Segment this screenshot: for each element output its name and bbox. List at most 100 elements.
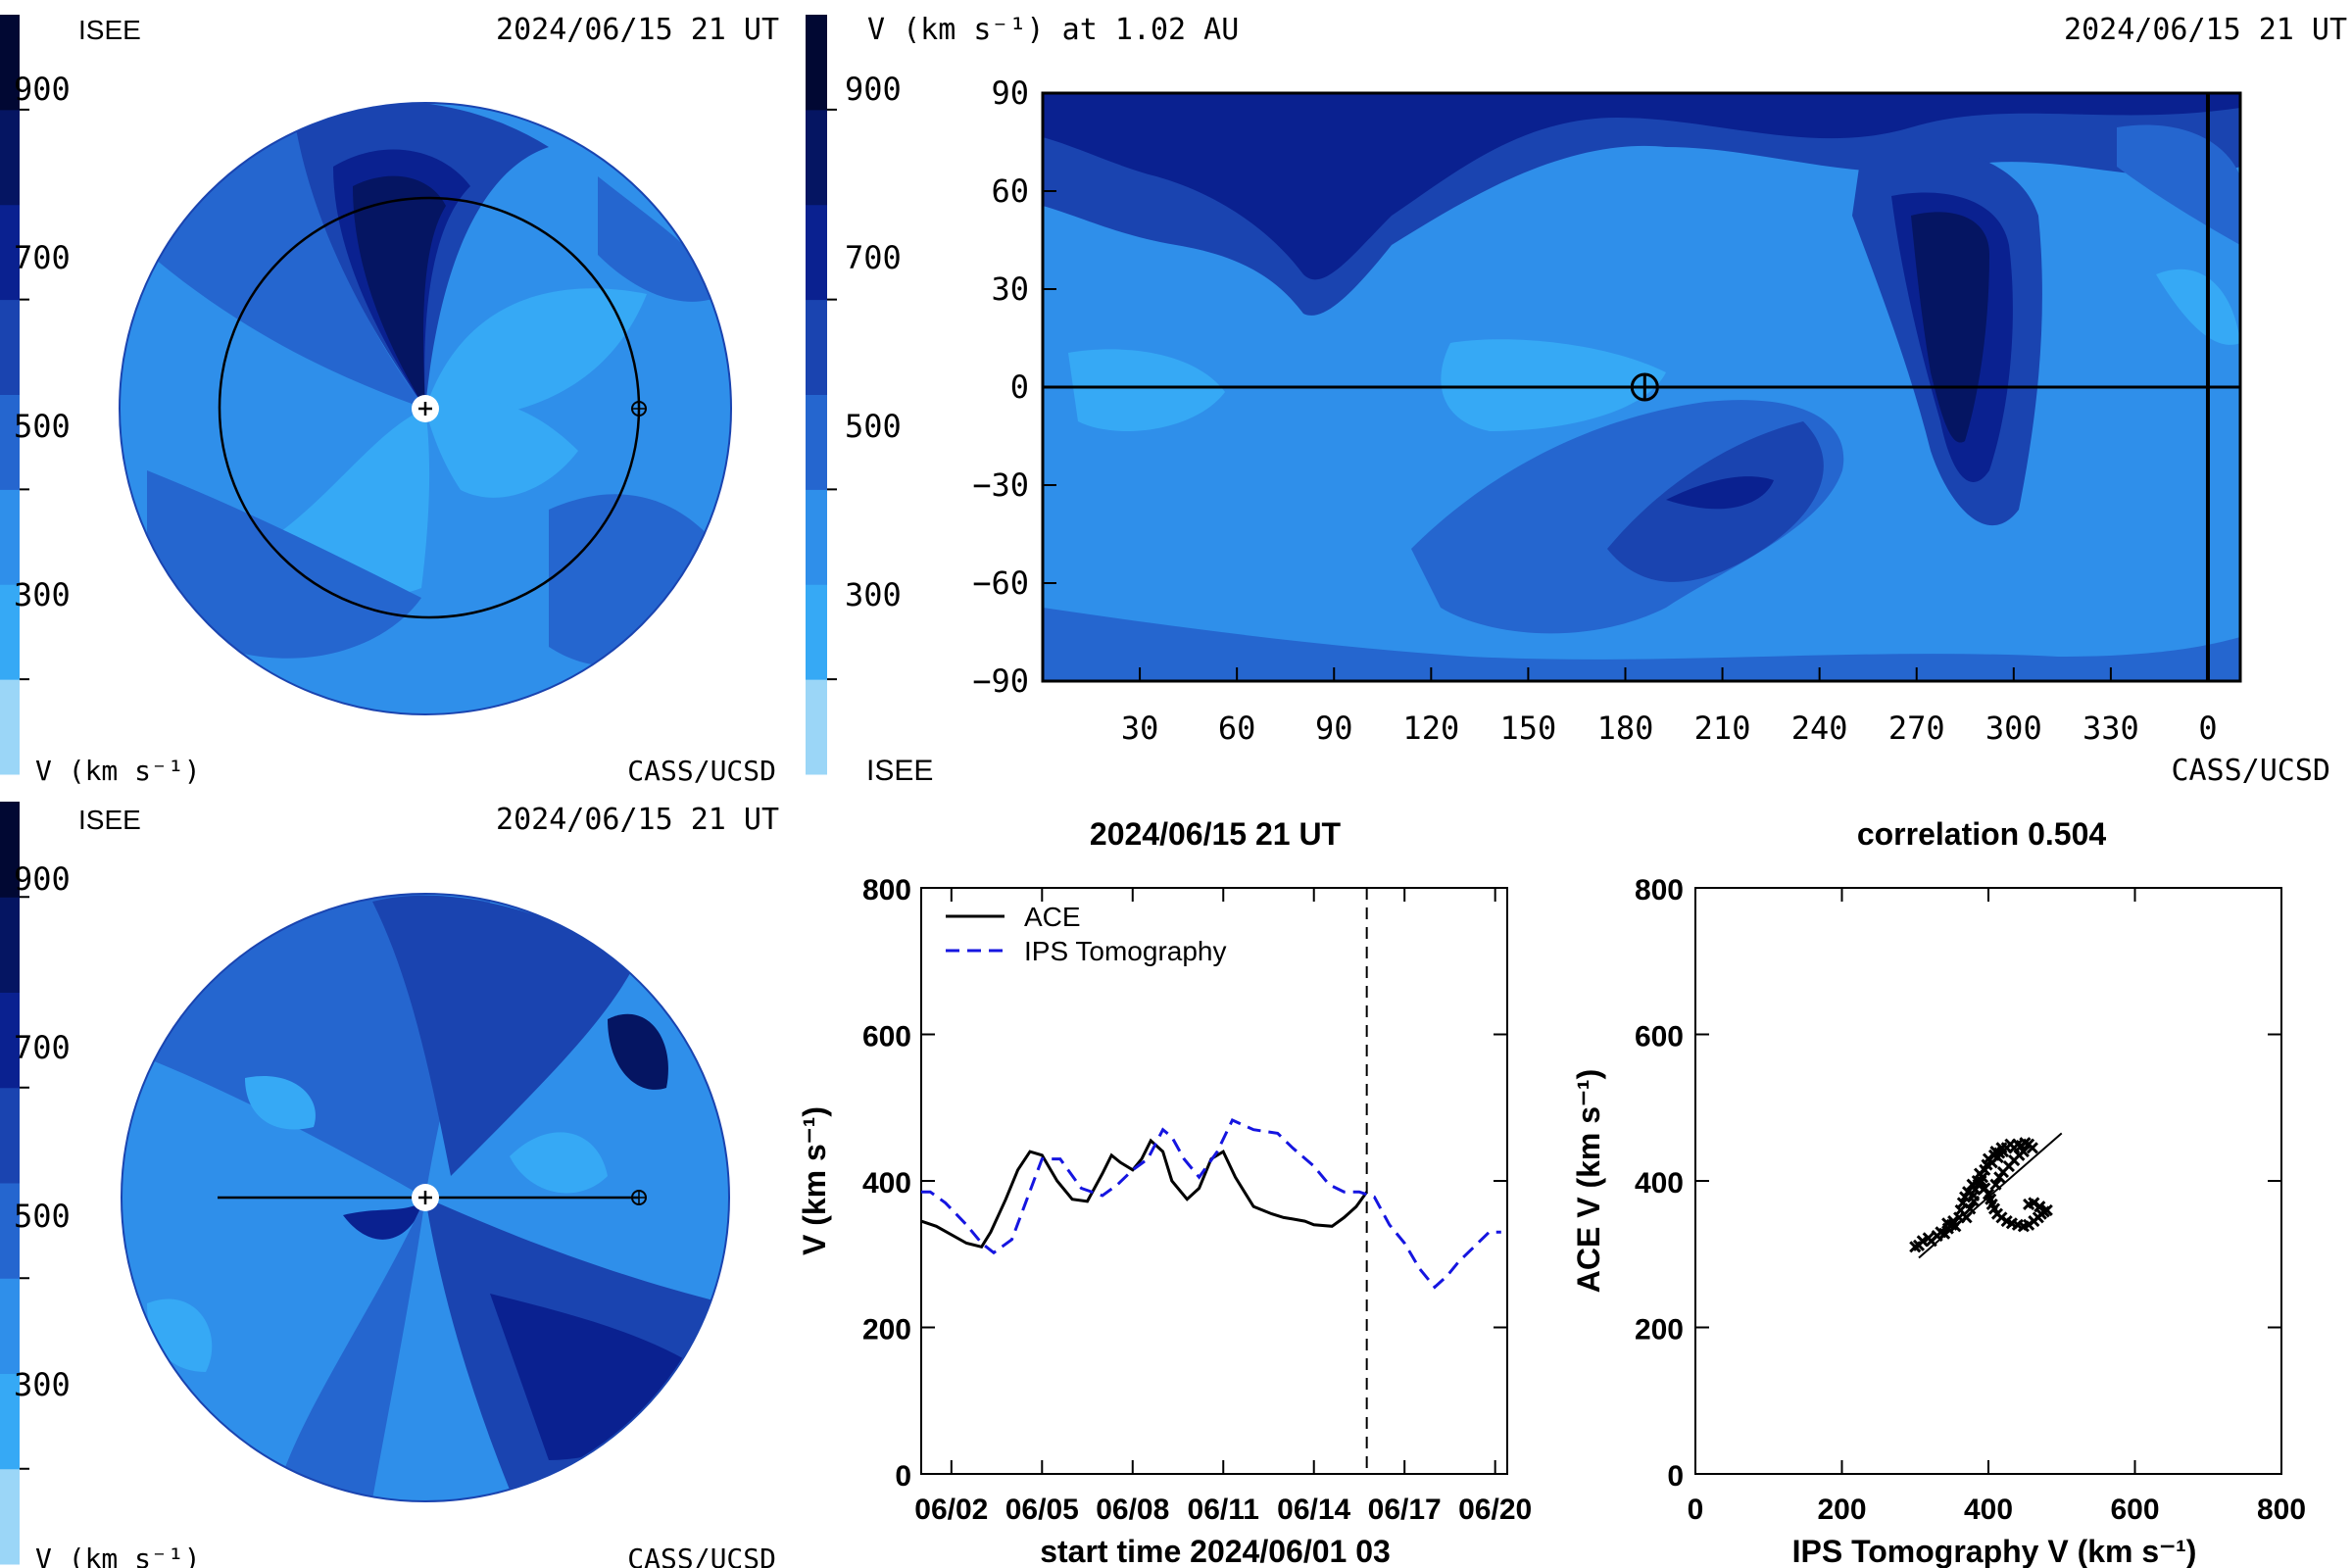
colorbar-band xyxy=(806,299,827,395)
synoptic-org-right: CASS/UCSD xyxy=(2171,754,2330,788)
timeseries-x-label: start time 2024/06/01 03 xyxy=(1040,1534,1391,1568)
equatorial-velocity-map xyxy=(119,102,732,715)
synoptic-timestamp: 2024/06/15 21 UT xyxy=(2064,13,2347,47)
scatter-x-tick-label: 0 xyxy=(1688,1494,1704,1526)
synoptic-org-left: ISEE xyxy=(866,755,933,787)
synoptic-region-south-faster xyxy=(1666,476,1774,510)
equatorial-scale-labels: 900 700 500 300 xyxy=(14,71,71,613)
scatter-x-label: IPS Tomography V (km s⁻¹) xyxy=(1792,1534,2197,1568)
synoptic-region-south-pole xyxy=(1043,608,2240,681)
colorbar-band xyxy=(806,584,827,680)
synoptic-region-north-faster xyxy=(1043,93,2240,280)
scatter-x-tick-label: 400 xyxy=(1964,1494,2013,1526)
meridional-map-rim xyxy=(121,893,730,1502)
colorbar-band xyxy=(0,489,20,585)
timeseries-y-tick-label: 600 xyxy=(862,1021,911,1054)
latitude-tick-label: −90 xyxy=(972,662,1029,700)
equatorial-scale-900: 900 xyxy=(14,71,71,108)
scatter-point xyxy=(2023,1198,2035,1210)
synoptic-longitude-axis: 30 60 90 120 150 180 210 240 270 300 330 0 xyxy=(1121,667,2218,747)
longitude-tick-label: 180 xyxy=(1597,710,1654,747)
colorbar-band xyxy=(0,1183,20,1279)
equatorial-org-right: CASS/UCSD xyxy=(627,755,776,787)
equatorial-region-mid-2 xyxy=(549,494,731,666)
equatorial-region-slow-2 xyxy=(425,399,578,498)
timeseries-x-tick-label: 06/17 xyxy=(1368,1494,1442,1526)
timeseries-x-tick-label: 06/05 xyxy=(1005,1494,1079,1526)
equatorial-org-left: ISEE xyxy=(78,15,141,45)
equatorial-region-mid-3 xyxy=(598,176,725,302)
scatter-point xyxy=(2026,1142,2038,1154)
synoptic-scale-700: 700 xyxy=(845,239,902,276)
synoptic-scale-labels: 900 700 500 300 xyxy=(845,71,902,613)
equatorial-region-fast-4 xyxy=(353,175,446,409)
latitude-tick-label: 90 xyxy=(991,74,1029,112)
colorbar-band xyxy=(0,15,20,111)
legend-ace-label: ACE xyxy=(1024,902,1081,932)
timeseries-y-tick-label: 400 xyxy=(862,1167,911,1200)
synoptic-scale-500: 500 xyxy=(845,408,902,445)
meridional-scale-900: 900 xyxy=(14,860,71,898)
colorbar-band xyxy=(806,109,827,206)
synoptic-scale-300: 300 xyxy=(845,576,902,613)
longitude-tick-label: 60 xyxy=(1218,710,1256,747)
ace-series-line xyxy=(920,1138,1368,1250)
scatter-fit-line xyxy=(1918,1132,2063,1259)
colorbar-band xyxy=(806,679,827,775)
scatter-x-axis: 0 200 400 600 800 xyxy=(1688,1494,2306,1526)
scatter-chart: correlation 0.504 0 200 400 600 800 0 200 400 6… xyxy=(1571,816,2306,1568)
synoptic-earth-marker xyxy=(1630,372,1659,402)
timeseries-title: 2024/06/15 21 UT xyxy=(1090,816,1342,852)
synoptic-region-slow-3 xyxy=(2156,269,2240,345)
colorbar-band xyxy=(0,109,20,206)
meridional-region-fast-5 xyxy=(343,1198,425,1240)
scatter-point xyxy=(2017,1146,2030,1158)
longitude-tick-label: 90 xyxy=(1315,710,1353,747)
timeseries-frame xyxy=(920,887,1508,1475)
equatorial-region-mid-1 xyxy=(147,470,421,659)
timeseries-legend: ACE IPS Tomography xyxy=(946,902,1227,966)
scatter-y-tick-label: 0 xyxy=(1667,1460,1684,1493)
longitude-tick-label: 0 xyxy=(2198,710,2217,747)
meridional-colorbar xyxy=(0,802,29,1565)
longitude-tick-label: 150 xyxy=(1500,710,1557,747)
scatter-point xyxy=(1941,1217,1954,1230)
timeseries-x-tick-label: 06/20 xyxy=(1458,1494,1532,1526)
scatter-point xyxy=(1972,1178,1984,1191)
ips-series-line xyxy=(921,1118,1501,1290)
synoptic-region-slow-1 xyxy=(1441,339,1666,431)
scatter-frame xyxy=(1694,887,2282,1475)
meridional-scale-700: 700 xyxy=(14,1029,71,1066)
equatorial-scale-700: 700 xyxy=(14,239,71,276)
timeseries-x-tick-label: 06/14 xyxy=(1277,1494,1350,1526)
scatter-y-label: ACE V (km s⁻¹) xyxy=(1571,1069,1606,1293)
colorbar-band xyxy=(0,584,20,680)
scatter-ticks xyxy=(1694,887,2282,1475)
synoptic-latitude-axis: 90 60 30 0 −30 −60 −90 xyxy=(972,74,1056,700)
colorbar-band xyxy=(0,1468,20,1565)
colorbar-band xyxy=(0,679,20,775)
meridional-region-mid-2 xyxy=(284,1198,425,1499)
earth-cross-icon xyxy=(632,402,646,416)
equatorial-map-rim xyxy=(119,102,732,715)
latitude-tick-label: 60 xyxy=(991,172,1029,210)
colorbar-band xyxy=(806,204,827,301)
equatorial-timestamp: 2024/06/15 21 UT xyxy=(496,13,779,47)
synoptic-colorbar xyxy=(806,15,837,775)
meridional-unit-label: V (km s⁻¹) xyxy=(35,1543,201,1568)
scatter-y-tick-label: 600 xyxy=(1635,1021,1684,1054)
colorbar-band xyxy=(0,204,20,301)
synoptic-earth-cross-icon xyxy=(1632,374,1658,400)
meridional-scale-300: 300 xyxy=(14,1366,71,1403)
synoptic-region-east-fastest xyxy=(1911,212,1989,443)
scatter-point xyxy=(1964,1202,1977,1215)
sun-cross-icon xyxy=(418,402,432,416)
scatter-y-axis: 0 200 400 600 800 xyxy=(1635,874,1684,1493)
colorbar-band xyxy=(0,802,20,898)
legend-ips-label: IPS Tomography xyxy=(1024,936,1227,966)
meridional-scale-500: 500 xyxy=(14,1198,71,1235)
scatter-point xyxy=(1979,1182,1991,1195)
scatter-title: correlation 0.504 xyxy=(1857,816,2107,852)
